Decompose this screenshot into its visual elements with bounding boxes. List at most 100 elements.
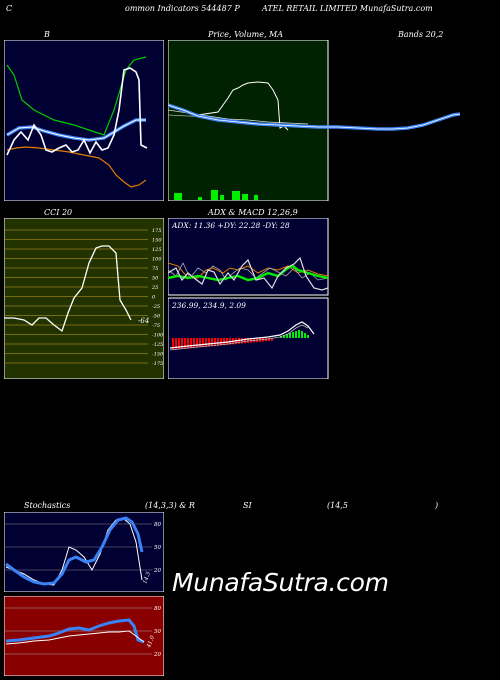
- macd-hist-bar: [217, 338, 219, 346]
- macd-hist-bar: [307, 335, 309, 338]
- macd-hist-bar: [175, 338, 177, 350]
- macd-hist-bar: [244, 338, 246, 344]
- bollinger-lower-band: [6, 146, 147, 188]
- price-volume-label: Price, Volume, MA: [208, 30, 284, 39]
- macd-hist-bar: [181, 338, 183, 350]
- macd-hist-bar: [268, 338, 270, 342]
- cci-tick-label: 100: [152, 257, 162, 263]
- adx-gray-line: [168, 262, 329, 281]
- rsi-last-value: 41.0: [146, 635, 156, 650]
- macd-hist-bar: [190, 338, 192, 349]
- stoch-tick-20: 20: [153, 568, 161, 574]
- macd-hist-bar: [301, 331, 303, 338]
- macd-hist-bar: [241, 338, 243, 344]
- macd-hist-bar: [223, 338, 225, 346]
- price-volume-chart: [168, 40, 460, 201]
- stoch-last-value: 14.5: [142, 571, 152, 585]
- header-title: ommon Indicators 544487 P: [125, 4, 240, 13]
- bollinger-chart: [4, 40, 164, 201]
- volume-bars: [174, 190, 258, 200]
- macd-hist-bar: [304, 333, 306, 338]
- cci-tick-label: -50: [152, 314, 161, 320]
- header-title-right: ATEL RETAIL LIMITED MunafaSutra.com: [262, 4, 433, 13]
- cci-tick-label: -75: [152, 323, 160, 329]
- rsi-close-paren: ): [435, 501, 439, 510]
- rsi-blue-line: [5, 618, 145, 644]
- stoch-d-line: [5, 516, 144, 586]
- macd-histogram: [172, 330, 309, 350]
- bollinger-price-line: [6, 67, 148, 156]
- rsi-tick-20: 20: [153, 652, 161, 658]
- macd-hist-bar: [295, 331, 297, 338]
- rsi-tick-80: 80: [154, 606, 161, 612]
- adx-macd-label: ADX & MACD 12,26,9: [208, 208, 298, 217]
- macd-hist-bar: [220, 338, 222, 346]
- volume-bar: [254, 195, 258, 200]
- minus-di-line: [168, 256, 329, 291]
- cci-chart: 175 150 125 100 75 50 25 0 -25 -50 -75 -100 -125 -150…: [4, 218, 164, 379]
- cci-line: [4, 245, 132, 333]
- macd-hist-bar: [286, 334, 288, 338]
- volume-bar: [232, 191, 240, 200]
- macd-hist-bar: [172, 338, 174, 350]
- macd-hist-bar: [184, 338, 186, 349]
- stochastics-params: (14,3,3) & R: [145, 501, 195, 510]
- watermark: MunafaSutra.com: [172, 568, 389, 597]
- rsi-white-line: [5, 630, 145, 645]
- cci-tick-label: -125: [152, 342, 163, 348]
- stoch-k-line: [5, 518, 143, 586]
- stochastics-label: Stochastics: [24, 501, 71, 510]
- cci-last-value: -64: [138, 317, 149, 325]
- cci-tick-label: 75: [152, 266, 158, 272]
- macd-hist-bar: [214, 338, 216, 347]
- cci-tick-label: 125: [152, 247, 162, 253]
- macd-hist-bar: [202, 338, 204, 348]
- macd-hist-bar: [292, 332, 294, 338]
- macd-hist-bar: [298, 330, 300, 338]
- macd-hist-bar: [271, 338, 273, 341]
- cci-tick-label: -100: [152, 333, 164, 339]
- header-left-letter: C: [6, 4, 13, 13]
- cci-gridlines: 175 150 125 100 75 50 25 0 -25 -50 -75 -100 -125 -150…: [4, 228, 164, 367]
- macd-hist-bar: [193, 338, 195, 349]
- volume-bar: [220, 195, 224, 200]
- cci-panel-bg: [4, 218, 164, 379]
- cci-label: CCI 20: [44, 208, 73, 217]
- cci-tick-label: 50: [152, 276, 159, 282]
- price-panel-bg: [168, 40, 329, 201]
- rsi-label: SI: [243, 501, 252, 510]
- macd-hist-bar: [178, 338, 180, 350]
- cci-tick-label: 0: [152, 295, 156, 301]
- macd-hist-bar: [211, 338, 213, 347]
- stoch-tick-50: 50: [154, 545, 161, 551]
- stochastics-chart: 80 50 20 14.5: [4, 512, 164, 592]
- adx-values: ADX: 11.36 +DY: 22.28 -DY: 28: [171, 221, 290, 230]
- volume-bar: [198, 197, 202, 200]
- macd-values: 236.99, 234.9, 2.09: [171, 301, 246, 310]
- bands-param-label: Bands 20,2: [398, 30, 444, 39]
- adx-macd-chart: ADX: 11.36 +DY: 22.28 -DY: 28 236.99, 23…: [168, 218, 329, 379]
- macd-hist-bar: [247, 338, 249, 343]
- cci-tick-label: 25: [151, 285, 158, 291]
- cci-tick-label: 150: [152, 238, 162, 244]
- rsi-params: (14,5: [327, 501, 348, 510]
- bollinger-mid-white: [6, 119, 146, 141]
- macd-hist-bar: [199, 338, 201, 348]
- macd-hist-bar: [283, 335, 285, 338]
- macd-line: [169, 321, 315, 349]
- bollinger-label: B: [44, 30, 50, 39]
- volume-bar: [174, 193, 182, 200]
- adx-orange-line: [168, 262, 329, 279]
- macd-hist-bar: [205, 338, 207, 347]
- price-ma-white: [168, 104, 460, 130]
- plus-di-line: [168, 264, 329, 282]
- macd-hist-bar: [187, 338, 189, 349]
- volume-bar: [242, 194, 248, 200]
- volume-bar: [211, 190, 218, 200]
- macd-hist-bar: [196, 338, 198, 348]
- cci-tick-label: 175: [152, 228, 162, 234]
- cci-tick-label: -175: [152, 361, 163, 367]
- rsi-chart: 80 50 20 41.0: [4, 596, 164, 676]
- stoch-tick-80: 80: [154, 522, 161, 528]
- cci-tick-label: -25: [152, 304, 160, 310]
